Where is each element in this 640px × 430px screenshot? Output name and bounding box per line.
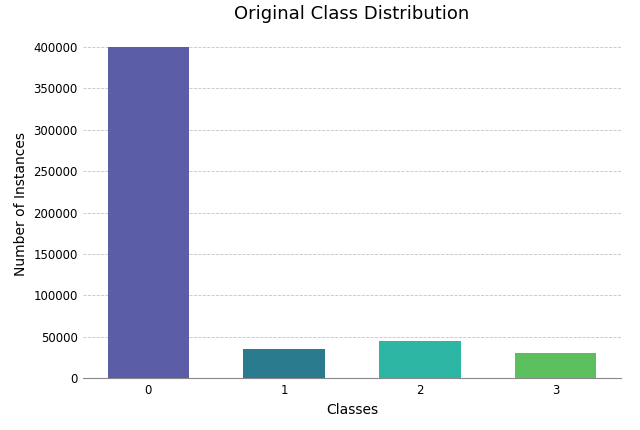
X-axis label: Classes: Classes bbox=[326, 402, 378, 417]
Bar bbox=[379, 341, 461, 378]
Bar bbox=[243, 349, 325, 378]
Y-axis label: Number of Instances: Number of Instances bbox=[13, 132, 28, 276]
Bar bbox=[515, 353, 596, 378]
Bar bbox=[108, 47, 189, 378]
Title: Original Class Distribution: Original Class Distribution bbox=[234, 5, 470, 23]
